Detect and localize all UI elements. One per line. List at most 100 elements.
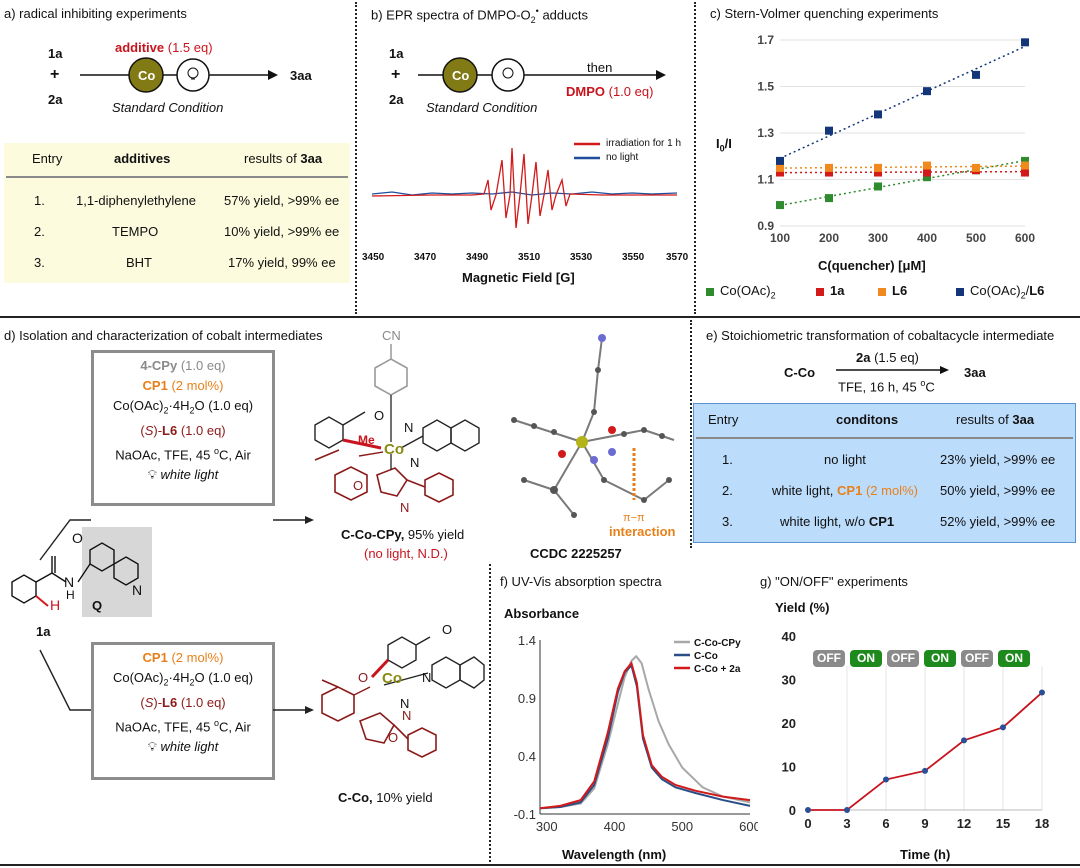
epr-tick: 3470 <box>414 252 437 263</box>
quinoline-label-q: Q <box>92 598 103 613</box>
bottom-box-line-5: 💡︎ white light <box>147 738 219 754</box>
y-tick-label: 1.5 <box>757 80 774 94</box>
reactant-1a: 1a <box>48 46 63 61</box>
reactant-2a: 2a <box>48 92 63 107</box>
header-results: results of 3aa <box>244 151 323 166</box>
epr-tick: 3450 <box>362 252 385 263</box>
product-3aa-e: 3aa <box>964 365 986 380</box>
atom-n-quinoline: N <box>132 582 143 598</box>
f-xlabel: Wavelength (nm) <box>562 847 667 862</box>
atom-o-cco-ether: O <box>358 670 369 685</box>
top-box-line-1: 4-CPy (1.0 eq) <box>140 358 226 373</box>
data-point <box>874 163 882 172</box>
product-c-co-cpy-note: (no light, N.D.) <box>364 546 448 561</box>
top-box-line-4: (S)-L6 (1.0 eq) <box>140 422 226 438</box>
off-badge: OFF <box>961 650 993 667</box>
on-badge: ON <box>850 650 882 667</box>
atom-n-cpy-amide: N <box>404 420 414 435</box>
data-point <box>805 807 811 813</box>
e-header-entry: Entry <box>708 412 739 427</box>
epr-x-ticks: 3450 3470 3490 3510 3530 3550 3570 <box>362 252 692 266</box>
y-tick-label: 0.9 <box>518 691 536 706</box>
bottom-box-line-2: Co(OAc)2·4H2O (1.0 eq) <box>112 670 254 688</box>
table-a-rule <box>6 176 348 178</box>
data-point <box>825 194 833 203</box>
panel-f-title: f) UV-Vis absorption spectra <box>500 574 662 589</box>
separator-a-b <box>355 2 357 314</box>
standard-condition-a: Standard Condition <box>112 100 224 115</box>
ccdc-label: CCDC 2225257 <box>530 546 622 561</box>
on-badge: ON <box>924 650 956 667</box>
x-tick-label: 300 <box>868 231 888 245</box>
interaction-label: interaction <box>609 524 676 539</box>
legend-label: C-Co + 2a <box>694 664 741 675</box>
trendline <box>779 165 1026 169</box>
x-tick-label: 6 <box>882 816 889 831</box>
row-1-result: 57% yield, >99% ee <box>224 193 340 208</box>
x-tick-label: 600 <box>739 819 758 834</box>
reactant-2a-b: 2a <box>389 92 404 107</box>
e-row-2-entry: 2. <box>722 483 733 498</box>
x-tick-label: 100 <box>770 231 790 245</box>
on-off-chart: 0 3 6 9 12 15 18 0 10 20 30 40 <box>782 629 1050 831</box>
row-2-result: 10% yield, >99% ee <box>224 224 340 239</box>
trendline <box>779 159 1026 207</box>
row-1-entry: 1. <box>34 193 45 208</box>
light-circle <box>176 58 210 92</box>
trendline <box>779 45 1026 160</box>
epr-tick: 3550 <box>622 252 645 263</box>
x-tick-label: 600 <box>1015 231 1035 245</box>
data-point <box>874 182 882 191</box>
e-header-results: results of 3aa <box>956 412 1035 427</box>
bottom-box-line-4: NaOAc, TFE, 45 oC, Air <box>115 717 251 734</box>
panel-d-connectors <box>39 516 314 714</box>
off-badge: OFF <box>813 650 845 667</box>
data-point <box>1000 724 1006 731</box>
data-point <box>844 807 850 813</box>
data-point <box>883 776 889 783</box>
data-point <box>972 70 980 79</box>
data-point <box>776 168 784 177</box>
top-box-line-2: CP1 (2 mol%) <box>142 378 224 393</box>
e-row-2-condition: white light, CP1 (2 mol%) <box>772 483 918 498</box>
x-tick-label: 3 <box>843 816 850 831</box>
bottom-box-line-3: (S)-L6 (1.0 eq) <box>140 694 226 710</box>
panel-d-title: d) Isolation and characterization of cob… <box>4 328 323 343</box>
atom-o-cpy: O <box>374 408 385 423</box>
me-label: Me <box>358 433 375 447</box>
data-point <box>923 161 931 170</box>
co-label-a: Co <box>138 68 156 83</box>
row-3-entry: 3. <box>34 255 45 270</box>
c-legend-2: 1a <box>816 283 844 298</box>
series-line <box>539 654 751 810</box>
data-point <box>776 156 784 165</box>
c-legend-4: Co(OAc)2/L6 <box>956 283 1044 301</box>
e-row-1-entry: 1. <box>722 452 733 467</box>
c-co-structure <box>321 636 485 758</box>
epr-xlabel: Magnetic Field [G] <box>462 270 575 285</box>
epr-tick: 3490 <box>466 252 489 263</box>
series-line <box>539 663 751 810</box>
data-point <box>825 168 833 177</box>
epr-tick: 3530 <box>570 252 593 263</box>
y-tick-label: 40 <box>782 629 796 644</box>
x-tick-label: 18 <box>1035 816 1049 831</box>
c-co-cpy-structure <box>314 344 480 503</box>
epr-legend-irradiation: irradiation for 1 h <box>606 138 682 149</box>
row-2-additive: TEMPO <box>112 224 159 239</box>
data-point <box>1039 689 1045 696</box>
stern-volmer-chart: 0.9 1.1 1.3 1.5 1.7 100 200 300 400 500 600 <box>757 33 1035 245</box>
header-entry: Entry <box>32 151 63 166</box>
atom-o-cco-oxazoline: O <box>388 730 399 745</box>
atom-n-cpy-oxazoline: N <box>400 500 410 515</box>
separator-top-row <box>0 316 1080 318</box>
data-point <box>1021 156 1029 165</box>
c-xlabel: C(quencher) [μM] <box>818 258 926 273</box>
x-tick-label: 400 <box>604 819 626 834</box>
row-1-additive: 1,1-diphenylethylene <box>76 193 196 208</box>
y-tick-label: 1.7 <box>757 33 774 47</box>
x-tick-label: 12 <box>957 816 971 831</box>
epr-irradiation-line <box>372 147 677 229</box>
y-tick-label: 1.4 <box>518 633 536 648</box>
cn-label: CN <box>382 328 401 343</box>
